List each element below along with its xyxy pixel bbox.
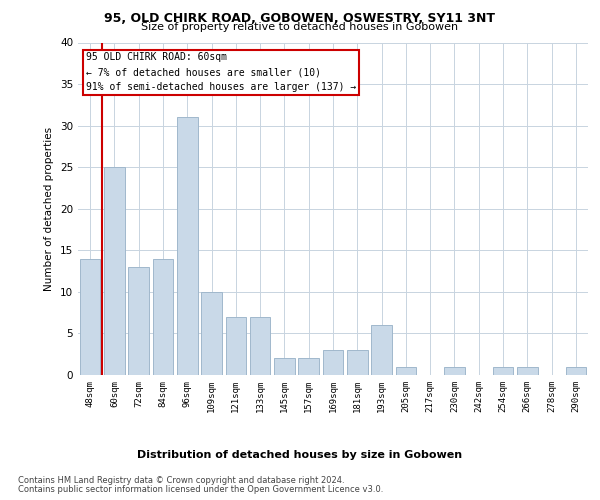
Text: Size of property relative to detached houses in Gobowen: Size of property relative to detached ho… — [142, 22, 458, 32]
Bar — [104, 167, 125, 375]
Bar — [152, 258, 173, 375]
Bar — [347, 350, 368, 375]
Bar — [128, 267, 149, 375]
Bar — [274, 358, 295, 375]
Text: Distribution of detached houses by size in Gobowen: Distribution of detached houses by size … — [137, 450, 463, 460]
Text: 95 OLD CHIRK ROAD: 60sqm
← 7% of detached houses are smaller (10)
91% of semi-de: 95 OLD CHIRK ROAD: 60sqm ← 7% of detache… — [86, 52, 356, 92]
Text: Contains HM Land Registry data © Crown copyright and database right 2024.: Contains HM Land Registry data © Crown c… — [18, 476, 344, 485]
Bar — [566, 366, 586, 375]
Bar — [444, 366, 465, 375]
Text: Contains public sector information licensed under the Open Government Licence v3: Contains public sector information licen… — [18, 485, 383, 494]
Bar — [395, 366, 416, 375]
Bar — [226, 317, 246, 375]
Bar — [80, 258, 100, 375]
Bar — [298, 358, 319, 375]
Bar — [250, 317, 271, 375]
Bar — [177, 118, 197, 375]
Bar — [493, 366, 514, 375]
Bar — [201, 292, 222, 375]
Bar — [323, 350, 343, 375]
Y-axis label: Number of detached properties: Number of detached properties — [44, 126, 55, 291]
Bar — [517, 366, 538, 375]
Text: 95, OLD CHIRK ROAD, GOBOWEN, OSWESTRY, SY11 3NT: 95, OLD CHIRK ROAD, GOBOWEN, OSWESTRY, S… — [104, 12, 496, 26]
Bar — [371, 325, 392, 375]
